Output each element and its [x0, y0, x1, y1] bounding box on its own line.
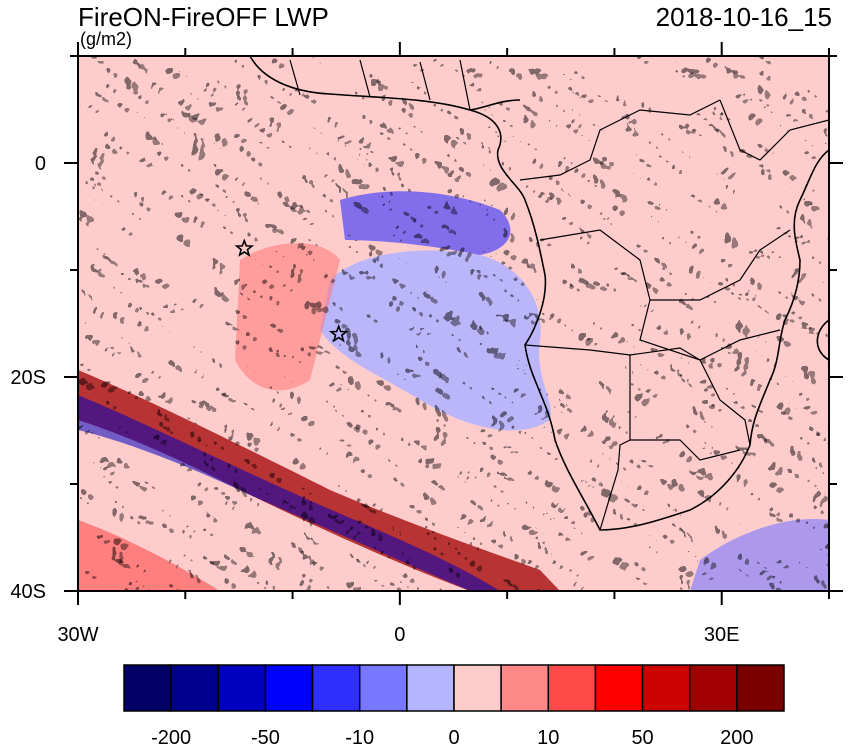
lwp-field	[78, 56, 829, 591]
border-mozambique	[699, 359, 751, 446]
colorbar: -200 -50 -10 0 10 50 200	[123, 664, 785, 747]
border-namibia-botswana	[599, 355, 631, 531]
africa-coastline	[249, 56, 829, 531]
gulf-guinea-coast	[469, 99, 521, 111]
border-east	[719, 99, 829, 161]
border-west-africa	[289, 59, 471, 111]
units-label: (g/m2)	[80, 29, 133, 49]
border-central-west	[519, 99, 721, 181]
colorbar-swatch	[547, 664, 597, 712]
coastlines	[249, 56, 829, 531]
x-tick-label: 0	[394, 624, 405, 646]
colorbar-swatch	[594, 664, 644, 712]
markers-layer	[234, 238, 349, 343]
madagascar-edge	[816, 319, 829, 361]
colorbar-swatch	[736, 664, 785, 712]
border-botswana-south	[630, 439, 741, 461]
colorbar-label: 0	[448, 727, 459, 747]
colorbar-swatch	[688, 664, 738, 712]
colorbar-swatch	[641, 664, 691, 712]
colorbar-label: 200	[720, 727, 753, 747]
star-marker	[328, 323, 349, 343]
colorbar-label: -10	[345, 727, 374, 747]
colorbar-swatch	[217, 664, 267, 712]
colorbar-swatch	[453, 664, 502, 712]
colorbar-swatch	[311, 664, 361, 712]
colorbar-swatch	[358, 664, 408, 712]
datetime-label: 2018-10-16_15	[655, 2, 832, 32]
colorbar-label: 50	[631, 727, 653, 747]
border-drc	[539, 229, 791, 301]
axis-ticks	[64, 42, 843, 605]
country-borders	[289, 59, 829, 531]
x-tick-label: 30E	[704, 624, 740, 646]
colorbar-swatch	[406, 664, 455, 712]
colorbar-label: -200	[151, 727, 191, 747]
colorbar-swatch	[500, 664, 550, 712]
speckle-red	[85, 61, 829, 591]
colorbar-swatch	[170, 664, 220, 712]
colorbar-label: 10	[537, 727, 559, 747]
y-tick-label: 0	[35, 153, 46, 175]
x-tick-label: 30W	[57, 624, 98, 646]
y-tick-label: 40S	[10, 581, 46, 603]
plot-frame	[77, 55, 830, 592]
axis-tick-labels: 30W 0 30E 0 20S 40S	[10, 153, 739, 646]
map-title: FireON-FireOFF LWP	[78, 2, 329, 32]
y-tick-label: 20S	[10, 367, 46, 389]
colorbar-label: -50	[251, 727, 280, 747]
colorbar-swatch	[123, 664, 172, 712]
colorbar-swatch	[264, 664, 314, 712]
star-marker	[234, 238, 255, 257]
